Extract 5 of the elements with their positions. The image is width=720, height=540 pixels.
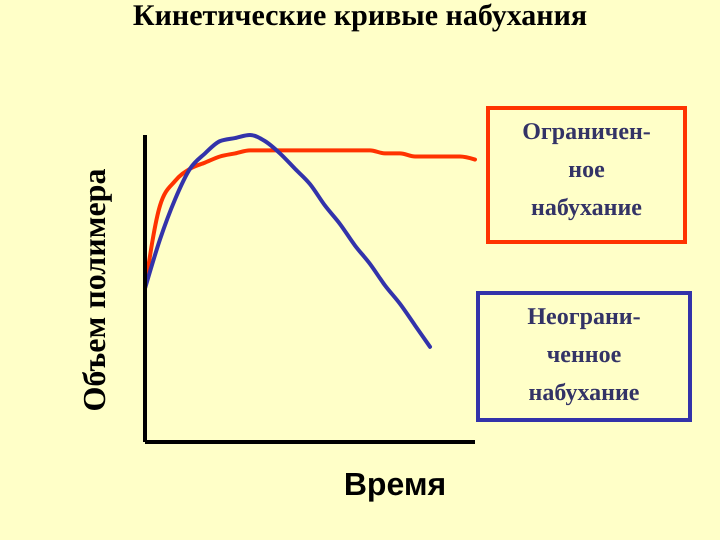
x-axis-title: Время — [344, 466, 446, 502]
text: Ограничен- ное набухание — [522, 119, 651, 221]
y-axis-title: Объем полимера — [76, 168, 112, 412]
chart-title: Кинетические кривые набухания — [132, 0, 588, 32]
text: Неограни- ченное набухание — [527, 304, 641, 406]
